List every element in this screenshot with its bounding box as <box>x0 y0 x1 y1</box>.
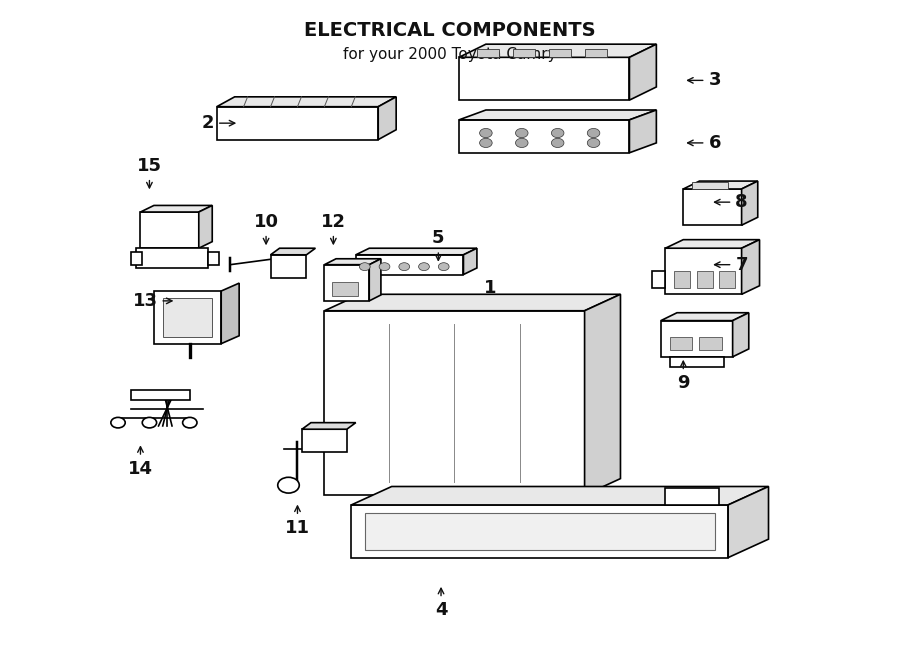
Circle shape <box>438 262 449 270</box>
Polygon shape <box>728 486 769 558</box>
Polygon shape <box>217 97 396 106</box>
Circle shape <box>516 138 528 147</box>
Bar <box>513 50 536 58</box>
Polygon shape <box>585 294 620 495</box>
Polygon shape <box>661 313 749 321</box>
Text: 14: 14 <box>128 447 153 478</box>
Text: 10: 10 <box>254 213 279 244</box>
Bar <box>364 513 715 550</box>
Text: 3: 3 <box>688 71 721 89</box>
Circle shape <box>516 128 528 137</box>
Polygon shape <box>459 110 656 120</box>
Bar <box>665 488 719 505</box>
Circle shape <box>552 128 564 137</box>
Text: 11: 11 <box>285 506 310 537</box>
Circle shape <box>480 128 492 137</box>
Text: 6: 6 <box>688 134 721 152</box>
Bar <box>154 291 221 344</box>
Bar <box>459 58 629 100</box>
Bar <box>652 271 665 288</box>
Bar <box>140 212 199 249</box>
Bar <box>324 311 585 495</box>
Bar <box>208 252 219 264</box>
Bar <box>324 264 369 301</box>
Text: ELECTRICAL COMPONENTS: ELECTRICAL COMPONENTS <box>304 21 596 40</box>
Circle shape <box>552 138 564 147</box>
Polygon shape <box>464 249 477 274</box>
Circle shape <box>278 477 300 493</box>
Polygon shape <box>324 294 620 311</box>
Circle shape <box>418 262 429 270</box>
Polygon shape <box>369 258 381 301</box>
Text: 15: 15 <box>137 157 162 188</box>
Polygon shape <box>665 240 760 249</box>
Bar <box>585 50 607 58</box>
Bar <box>719 271 735 288</box>
Circle shape <box>399 262 410 270</box>
Text: 9: 9 <box>677 361 689 392</box>
Bar <box>683 189 742 225</box>
Circle shape <box>588 128 599 137</box>
Circle shape <box>142 417 157 428</box>
Bar <box>670 357 724 367</box>
Text: 7: 7 <box>715 256 748 274</box>
Bar <box>136 249 208 268</box>
Polygon shape <box>356 249 477 254</box>
Polygon shape <box>324 258 381 264</box>
Polygon shape <box>351 486 769 505</box>
Bar <box>459 120 629 153</box>
Circle shape <box>379 262 390 270</box>
Bar <box>665 249 742 294</box>
Polygon shape <box>742 181 758 225</box>
Circle shape <box>588 138 599 147</box>
Bar <box>549 50 572 58</box>
Text: for your 2000 Toyota Camry: for your 2000 Toyota Camry <box>343 48 557 62</box>
Polygon shape <box>683 181 758 189</box>
Bar <box>699 337 722 350</box>
Bar <box>356 254 464 274</box>
Bar <box>661 321 733 357</box>
Bar <box>351 505 728 558</box>
Polygon shape <box>271 249 315 254</box>
Circle shape <box>359 262 370 270</box>
Text: 1: 1 <box>484 279 497 297</box>
Circle shape <box>480 138 492 147</box>
Bar <box>674 271 690 288</box>
Text: 2: 2 <box>202 114 235 132</box>
Polygon shape <box>459 44 656 58</box>
Bar <box>163 297 212 337</box>
Bar <box>692 182 728 189</box>
Circle shape <box>111 417 125 428</box>
Bar <box>670 337 692 350</box>
Polygon shape <box>221 283 239 344</box>
Text: 5: 5 <box>432 229 445 260</box>
Bar <box>331 282 358 295</box>
Polygon shape <box>742 240 760 294</box>
Text: 8: 8 <box>715 193 748 211</box>
Polygon shape <box>629 110 656 153</box>
Polygon shape <box>140 206 212 212</box>
Polygon shape <box>733 313 749 357</box>
Text: 4: 4 <box>435 588 447 619</box>
Bar <box>477 50 500 58</box>
Bar <box>697 271 713 288</box>
Polygon shape <box>302 422 356 429</box>
Circle shape <box>183 417 197 428</box>
Polygon shape <box>378 97 396 139</box>
Bar <box>131 390 190 400</box>
Text: 12: 12 <box>321 213 346 244</box>
Polygon shape <box>199 206 212 249</box>
Bar <box>131 252 142 264</box>
Text: 13: 13 <box>132 292 172 310</box>
Polygon shape <box>629 44 656 100</box>
Bar <box>302 429 346 452</box>
Bar <box>271 254 306 278</box>
Bar <box>217 106 378 139</box>
